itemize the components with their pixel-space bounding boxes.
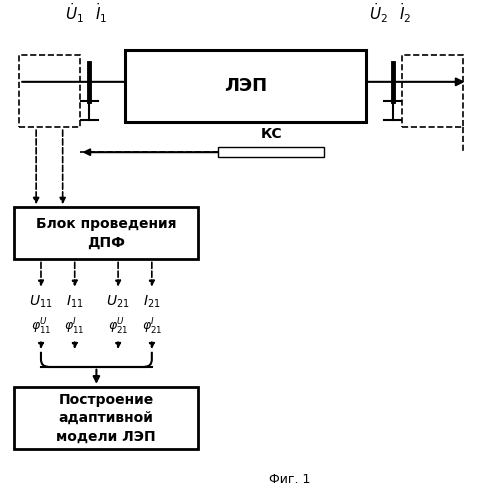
Text: $\varphi^I_{21}$: $\varphi^I_{21}$	[142, 317, 162, 337]
Text: $\varphi^I_{11}$: $\varphi^I_{11}$	[65, 317, 85, 337]
Text: Фиг. 1: Фиг. 1	[268, 473, 310, 486]
Text: $\varphi^U_{11}$: $\varphi^U_{11}$	[31, 317, 51, 337]
Text: КС: КС	[260, 127, 282, 141]
FancyBboxPatch shape	[14, 207, 198, 259]
Text: $\dot{U}_2$: $\dot{U}_2$	[369, 1, 388, 25]
FancyBboxPatch shape	[218, 147, 324, 157]
Text: Блок проведения
ДПФ: Блок проведения ДПФ	[36, 217, 176, 250]
FancyBboxPatch shape	[14, 387, 198, 449]
Text: $\dot{I}_2$: $\dot{I}_2$	[399, 1, 411, 25]
Text: Построение
адаптивной
модели ЛЭП: Построение адаптивной модели ЛЭП	[56, 393, 156, 443]
Text: $\dot{I}_1$: $\dot{I}_1$	[95, 1, 107, 25]
Text: $I_{11}$: $I_{11}$	[66, 294, 83, 310]
Text: $U_{21}$: $U_{21}$	[107, 294, 130, 310]
FancyBboxPatch shape	[125, 50, 366, 122]
Text: $\dot{U}_1$: $\dot{U}_1$	[65, 1, 84, 25]
Text: $I_{21}$: $I_{21}$	[143, 294, 161, 310]
Text: ЛЭП: ЛЭП	[224, 77, 268, 95]
Text: $U_{11}$: $U_{11}$	[29, 294, 53, 310]
Text: $\varphi^U_{21}$: $\varphi^U_{21}$	[108, 317, 128, 337]
